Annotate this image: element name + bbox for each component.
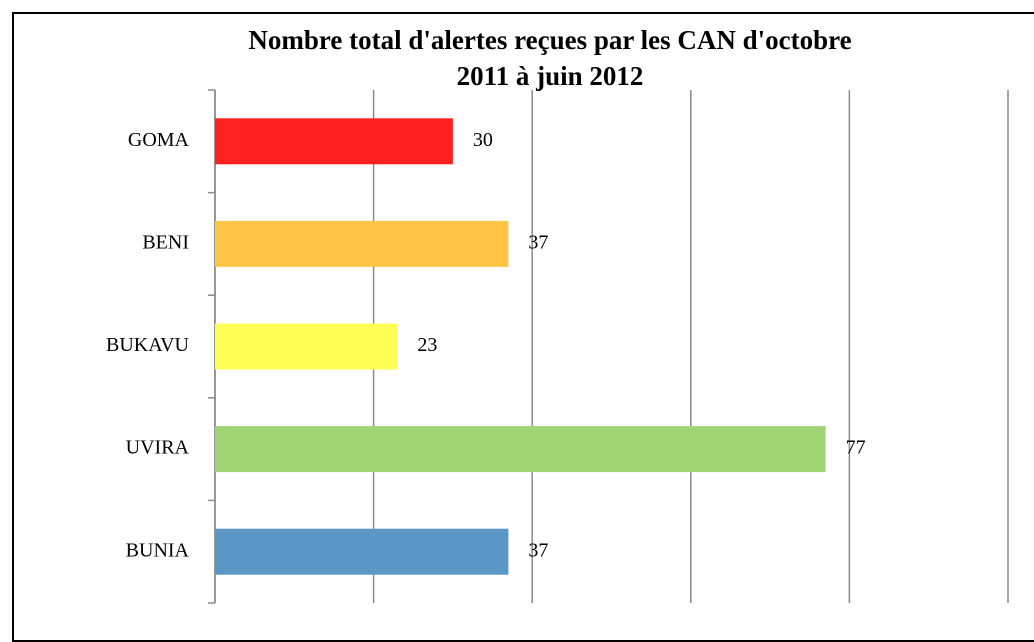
y-tick-label: BUKAVU [106,334,190,356]
value-label: 37 [528,539,548,561]
bar [215,426,826,473]
y-tick-label: UVIRA [126,437,190,459]
y-tick-label: BUNIA [126,539,190,561]
bar [215,118,453,165]
y-tick-label: GOMA [128,129,190,151]
chart: GOMA 30 BENI 37 BUKAVU 23 UVIRA 77 BUNIA 37 [106,89,1009,604]
bar [215,528,509,575]
chart-title: Nombre total d'alertes reçues par les CA… [248,25,852,91]
bar [215,220,509,267]
page: {"chart_data": {"type": "hbar", "title":… [12,12,1034,642]
bar [215,323,398,370]
y-tick-label: BENI [142,231,189,253]
value-label: 30 [473,129,493,151]
value-label: 77 [846,437,866,459]
value-label: 37 [528,231,548,253]
value-label: 23 [417,334,437,356]
